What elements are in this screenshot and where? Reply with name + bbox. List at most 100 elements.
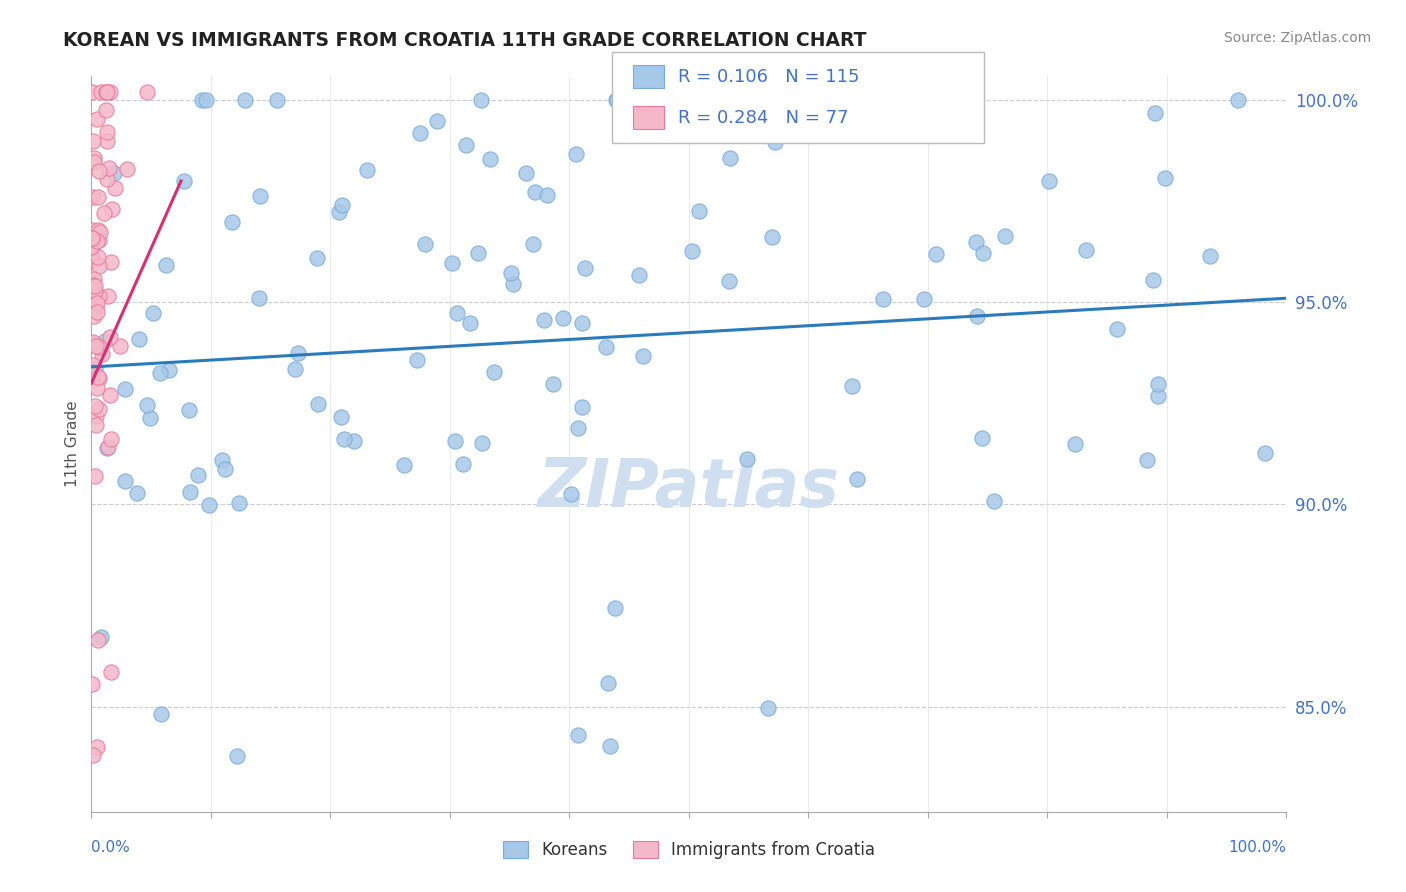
Point — [80, 294, 103, 309]
Point — [82, 334, 104, 349]
Point — [1154, 170, 1177, 185]
Point — [502, 277, 524, 291]
Point — [249, 189, 271, 203]
Point — [912, 293, 935, 307]
Point — [603, 600, 626, 615]
Point — [97, 289, 120, 303]
Text: ZIPatlas: ZIPatlas — [538, 455, 839, 521]
Point — [128, 332, 150, 346]
Point — [82, 677, 104, 691]
Point — [965, 235, 987, 249]
Point — [470, 93, 492, 107]
Point — [966, 310, 988, 324]
Point — [266, 93, 288, 107]
Point — [983, 494, 1005, 508]
Point — [599, 739, 621, 754]
Point — [688, 203, 710, 218]
Point — [631, 349, 654, 363]
Point — [330, 198, 353, 212]
Point — [1064, 437, 1087, 451]
Point — [328, 204, 350, 219]
Point — [1074, 243, 1097, 257]
Point — [142, 306, 165, 320]
Point — [1254, 446, 1277, 460]
Point — [1038, 173, 1060, 187]
Point — [110, 339, 132, 353]
Point — [82, 277, 104, 292]
Point — [83, 336, 105, 351]
Point — [87, 341, 110, 355]
Point — [1142, 273, 1164, 287]
Point — [98, 161, 121, 175]
Point — [98, 388, 121, 402]
Point — [82, 190, 104, 204]
Text: 0.0%: 0.0% — [91, 840, 131, 855]
Point — [83, 151, 105, 165]
Point — [458, 317, 481, 331]
Point — [356, 163, 378, 178]
Point — [87, 190, 110, 204]
Point — [226, 748, 249, 763]
Point — [972, 431, 994, 445]
Point — [343, 434, 366, 448]
Text: 100.0%: 100.0% — [1229, 840, 1286, 855]
Point — [94, 85, 117, 99]
Point — [571, 400, 593, 414]
Point — [406, 352, 429, 367]
Point — [993, 229, 1015, 244]
Point — [82, 747, 104, 762]
Point — [157, 363, 180, 377]
Point — [179, 484, 201, 499]
Point — [523, 185, 546, 199]
Point — [925, 247, 948, 261]
Point — [96, 134, 118, 148]
Point — [83, 310, 105, 324]
Text: KOREAN VS IMMIGRANTS FROM CROATIA 11TH GRADE CORRELATION CHART: KOREAN VS IMMIGRANTS FROM CROATIA 11TH G… — [63, 31, 866, 50]
Point — [83, 272, 105, 286]
Point — [94, 103, 117, 117]
Point — [305, 251, 328, 265]
Point — [446, 305, 468, 319]
Point — [136, 399, 159, 413]
Point — [1199, 249, 1222, 263]
Point — [86, 417, 108, 432]
Point — [96, 442, 118, 456]
Point — [115, 161, 138, 176]
Point — [80, 292, 103, 306]
Point — [330, 410, 353, 425]
Point — [681, 244, 703, 258]
Point — [86, 381, 108, 395]
Point — [80, 373, 103, 387]
Point — [87, 164, 110, 178]
Point — [413, 237, 436, 252]
Point — [567, 728, 589, 742]
Point — [872, 292, 894, 306]
Point — [80, 249, 103, 263]
Point — [761, 230, 783, 244]
Point — [136, 85, 159, 99]
Point — [97, 441, 120, 455]
Point — [94, 85, 117, 99]
Point — [426, 113, 449, 128]
Point — [471, 436, 494, 450]
Point — [80, 365, 103, 379]
Point — [86, 234, 108, 248]
Point — [247, 291, 270, 305]
Point — [80, 275, 103, 289]
Point — [84, 284, 107, 298]
Point — [125, 486, 148, 500]
Point — [287, 346, 309, 360]
Point — [86, 304, 108, 318]
Point — [100, 665, 122, 679]
Point — [451, 457, 474, 471]
Point — [501, 267, 523, 281]
Point — [628, 268, 651, 282]
Point — [735, 451, 758, 466]
Point — [332, 432, 354, 446]
Point — [177, 403, 200, 417]
Point — [90, 630, 112, 644]
Point — [150, 707, 173, 722]
Point — [80, 240, 103, 254]
Point — [454, 138, 477, 153]
Point — [228, 496, 250, 510]
